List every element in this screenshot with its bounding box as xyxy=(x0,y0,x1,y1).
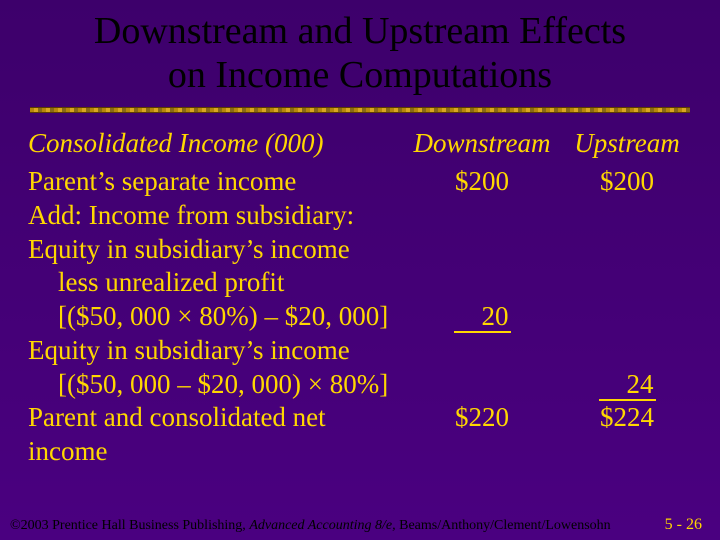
page-number: 5 - 26 xyxy=(665,516,710,534)
title-line-1: Downstream and Upstream Effects xyxy=(94,10,626,52)
underlined-number: 20 xyxy=(454,301,511,333)
slide: Downstream and Upstream Effects on Incom… xyxy=(0,0,720,540)
table-row: [($50, 000 – $20, 000) × 80%] 24 xyxy=(28,368,692,402)
cell-total: $224 xyxy=(562,401,692,435)
table-row: Equity in subsidiary’s income xyxy=(28,334,692,368)
cell-value: $200 xyxy=(562,165,692,199)
cell-value-underlined: 24 xyxy=(562,368,692,402)
footer-authors: Beams/Anthony/Clement/Lowensohn xyxy=(396,518,611,533)
row-label: [($50, 000 – $20, 000) × 80%] xyxy=(28,368,402,402)
cell-value-underlined: 20 xyxy=(402,300,562,334)
footer-text: ©2003 Prentice Hall Business Publishing,… xyxy=(10,518,665,534)
title-line-2: on Income Computations xyxy=(168,54,552,96)
row-label: Parent and consolidated net income xyxy=(28,401,402,469)
table-row: Parent’s separate income $200 $200 xyxy=(28,165,692,199)
cell-value: $200 xyxy=(402,165,562,199)
table-header-label: Consolidated Income (000) xyxy=(28,127,402,161)
row-label: [($50, 000 × 80%) – $20, 000] xyxy=(28,300,402,334)
footer-copyright: ©2003 Prentice Hall Business Publishing, xyxy=(10,518,249,533)
slide-title: Downstream and Upstream Effects on Incom… xyxy=(0,0,720,105)
table-row: less unrealized profit xyxy=(28,266,692,300)
row-label: Add: Income from subsidiary: xyxy=(28,199,402,233)
divider-rule xyxy=(30,107,690,113)
table-row: Equity in subsidiary’s income xyxy=(28,233,692,267)
row-label: Equity in subsidiary’s income xyxy=(28,233,402,267)
underlined-number: 24 xyxy=(599,369,656,401)
row-label: Parent’s separate income xyxy=(28,165,402,199)
row-label: Equity in subsidiary’s income xyxy=(28,334,402,368)
table-row: [($50, 000 × 80%) – $20, 000] 20 xyxy=(28,300,692,334)
cell-total: $220 xyxy=(402,401,562,435)
row-label: less unrealized profit xyxy=(28,266,402,300)
footer-book-title: Advanced Accounting 8/e, xyxy=(249,518,395,533)
income-table: Consolidated Income (000) Downstream Ups… xyxy=(0,127,720,469)
col-downstream-header: Downstream xyxy=(402,127,562,161)
table-row: Parent and consolidated net income $220 … xyxy=(28,401,692,469)
slide-footer: ©2003 Prentice Hall Business Publishing,… xyxy=(10,516,710,534)
table-header-row: Consolidated Income (000) Downstream Ups… xyxy=(28,127,692,161)
col-upstream-header: Upstream xyxy=(562,127,692,161)
table-row: Add: Income from subsidiary: xyxy=(28,199,692,233)
